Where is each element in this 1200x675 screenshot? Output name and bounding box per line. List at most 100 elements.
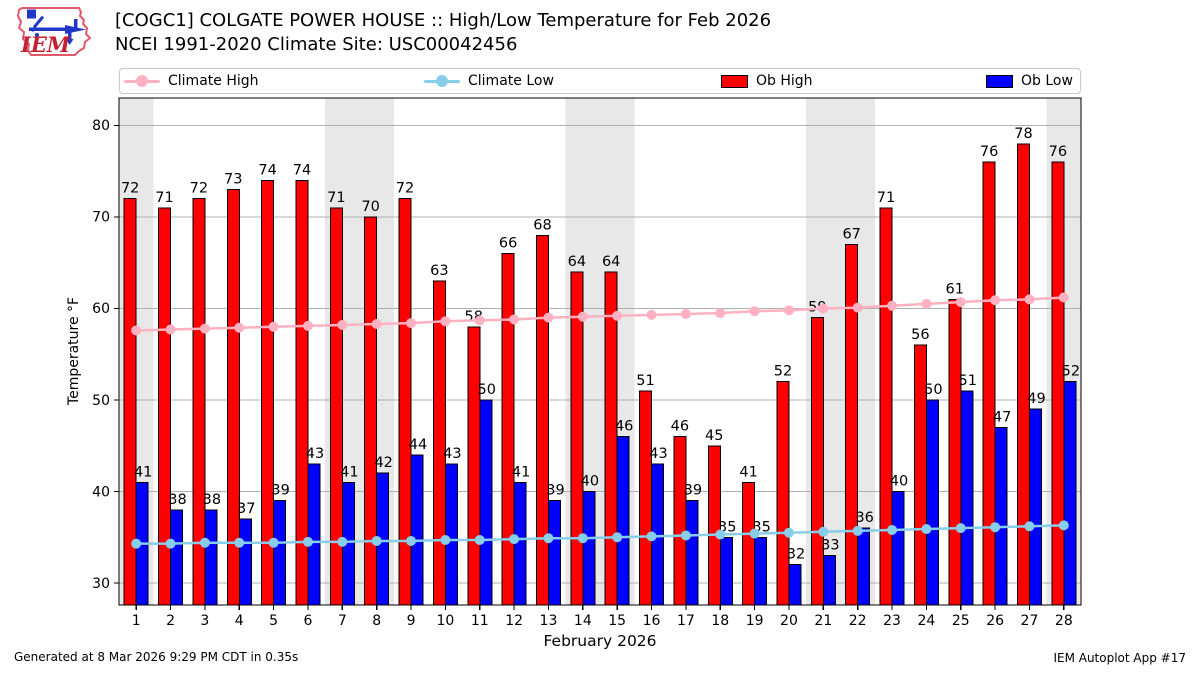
climate-low-marker <box>509 534 520 545</box>
climate-high-marker <box>543 312 554 323</box>
x-axis-title: February 2026 <box>543 632 657 650</box>
climate-high-marker <box>440 316 451 327</box>
ob-high-value-label: 63 <box>430 263 448 279</box>
logo-text: IEM <box>20 32 71 57</box>
y-tick-label: 80 <box>92 118 110 134</box>
ob-low-swatch-icon <box>986 74 1013 88</box>
climate-low-marker <box>715 529 726 540</box>
climate-low-marker <box>818 526 829 537</box>
ob-high-value-label: 64 <box>568 254 586 270</box>
climate-high-marker <box>509 314 520 325</box>
x-tick-label: 5 <box>269 613 278 629</box>
ob-high-value-label: 61 <box>946 281 964 297</box>
ob-low-value-label: 43 <box>649 446 667 462</box>
ob-high-bar <box>364 216 378 606</box>
climate-high-marker <box>474 315 485 326</box>
ob-low-value-label: 37 <box>237 501 255 517</box>
climate-low-marker <box>749 528 760 539</box>
climate-high-marker <box>165 324 176 335</box>
ob-low-bar <box>822 555 836 606</box>
ob-high-swatch-icon <box>721 74 748 88</box>
climate-high-marker <box>199 323 210 334</box>
ob-high-value-label: 71 <box>327 190 345 206</box>
ob-high-value-label: 78 <box>1014 126 1032 142</box>
climate-low-marker <box>646 531 657 542</box>
climate-high-marker <box>131 325 142 336</box>
ob-high-bar <box>1016 143 1030 606</box>
weather-vane-icon <box>27 9 86 45</box>
legend-item-ob-low: Ob Low <box>986 69 1073 93</box>
y-tick-label: 30 <box>92 576 110 592</box>
x-tick-label: 14 <box>574 613 592 629</box>
ob-high-value-label: 52 <box>774 364 792 380</box>
climate-high-marker <box>577 311 588 322</box>
ob-high-bar <box>982 161 996 606</box>
ob-low-value-label: 46 <box>615 419 633 435</box>
ob-low-bar <box>925 399 939 606</box>
y-tick-label: 60 <box>92 301 110 317</box>
climate-low-marker <box>852 525 863 536</box>
ob-low-value-label: 42 <box>374 455 392 471</box>
climate-high-marker <box>1024 294 1035 305</box>
ob-low-value-label: 41 <box>134 464 152 480</box>
ob-high-value-label: 56 <box>911 327 929 343</box>
climate-low-marker <box>199 537 210 548</box>
ob-low-bar <box>960 390 974 606</box>
ob-high-value-label: 72 <box>396 181 414 197</box>
ob-high-bar <box>467 326 481 606</box>
legend-label: Ob Low <box>1021 73 1073 89</box>
ob-low-bar <box>857 527 871 606</box>
ob-high-value-label: 64 <box>602 254 620 270</box>
climate-low-marker <box>440 535 451 546</box>
ob-high-value-label: 76 <box>1049 144 1067 160</box>
ob-low-value-label: 39 <box>684 483 702 499</box>
ob-low-bar <box>307 463 321 606</box>
ob-high-value-label: 71 <box>155 190 173 206</box>
climate-low-marker <box>543 533 554 544</box>
ob-low-bar <box>719 536 733 606</box>
title-block: [COGC1] COLGATE POWER HOUSE :: High/Low … <box>115 9 771 57</box>
climate-high-marker <box>268 321 279 332</box>
ob-high-value-label: 72 <box>190 181 208 197</box>
ob-high-value-label: 67 <box>842 226 860 242</box>
ob-low-bar <box>891 491 905 606</box>
ob-high-value-label: 66 <box>499 236 517 252</box>
ob-low-bar <box>204 509 218 606</box>
ob-low-value-label: 38 <box>203 492 221 508</box>
ob-high-value-label: 51 <box>636 373 654 389</box>
legend-item-climate-low: Climate Low <box>424 69 554 93</box>
climate-low-marker <box>474 535 485 546</box>
climate-low-marker <box>612 532 623 543</box>
ob-low-value-label: 51 <box>959 373 977 389</box>
climate-high-marker <box>371 319 382 330</box>
climate-high-marker <box>234 322 245 333</box>
x-tick-label: 7 <box>338 613 347 629</box>
x-tick-label: 17 <box>677 613 695 629</box>
ob-high-bar <box>810 317 824 606</box>
climate-high-marker <box>818 303 829 314</box>
y-axis-title: Temperature °F <box>66 296 82 406</box>
climate-low-marker <box>990 522 1001 533</box>
climate-low-line <box>136 524 1064 545</box>
climate-low-line-marker-icon <box>424 75 460 87</box>
ob-high-bar <box>673 436 687 606</box>
ob-high-value-label: 68 <box>533 217 551 233</box>
climate-high-marker <box>680 308 691 319</box>
climate-low-marker <box>783 527 794 538</box>
climate-low-marker <box>577 533 588 544</box>
climate-high-marker <box>990 295 1001 306</box>
ob-high-value-label: 72 <box>121 181 139 197</box>
ob-low-value-label: 43 <box>306 446 324 462</box>
ob-high-bar <box>535 234 549 606</box>
ob-high-value-label: 70 <box>361 199 379 215</box>
x-tick-label: 15 <box>608 613 626 629</box>
x-tick-label: 21 <box>814 613 832 629</box>
climate-high-marker <box>715 308 726 319</box>
ob-low-bar <box>994 426 1008 606</box>
x-tick-label: 23 <box>883 613 901 629</box>
ob-high-value-label: 45 <box>705 428 723 444</box>
ob-high-value-label: 46 <box>671 419 689 435</box>
ob-high-bar <box>501 253 515 606</box>
climate-high-marker <box>302 320 313 331</box>
